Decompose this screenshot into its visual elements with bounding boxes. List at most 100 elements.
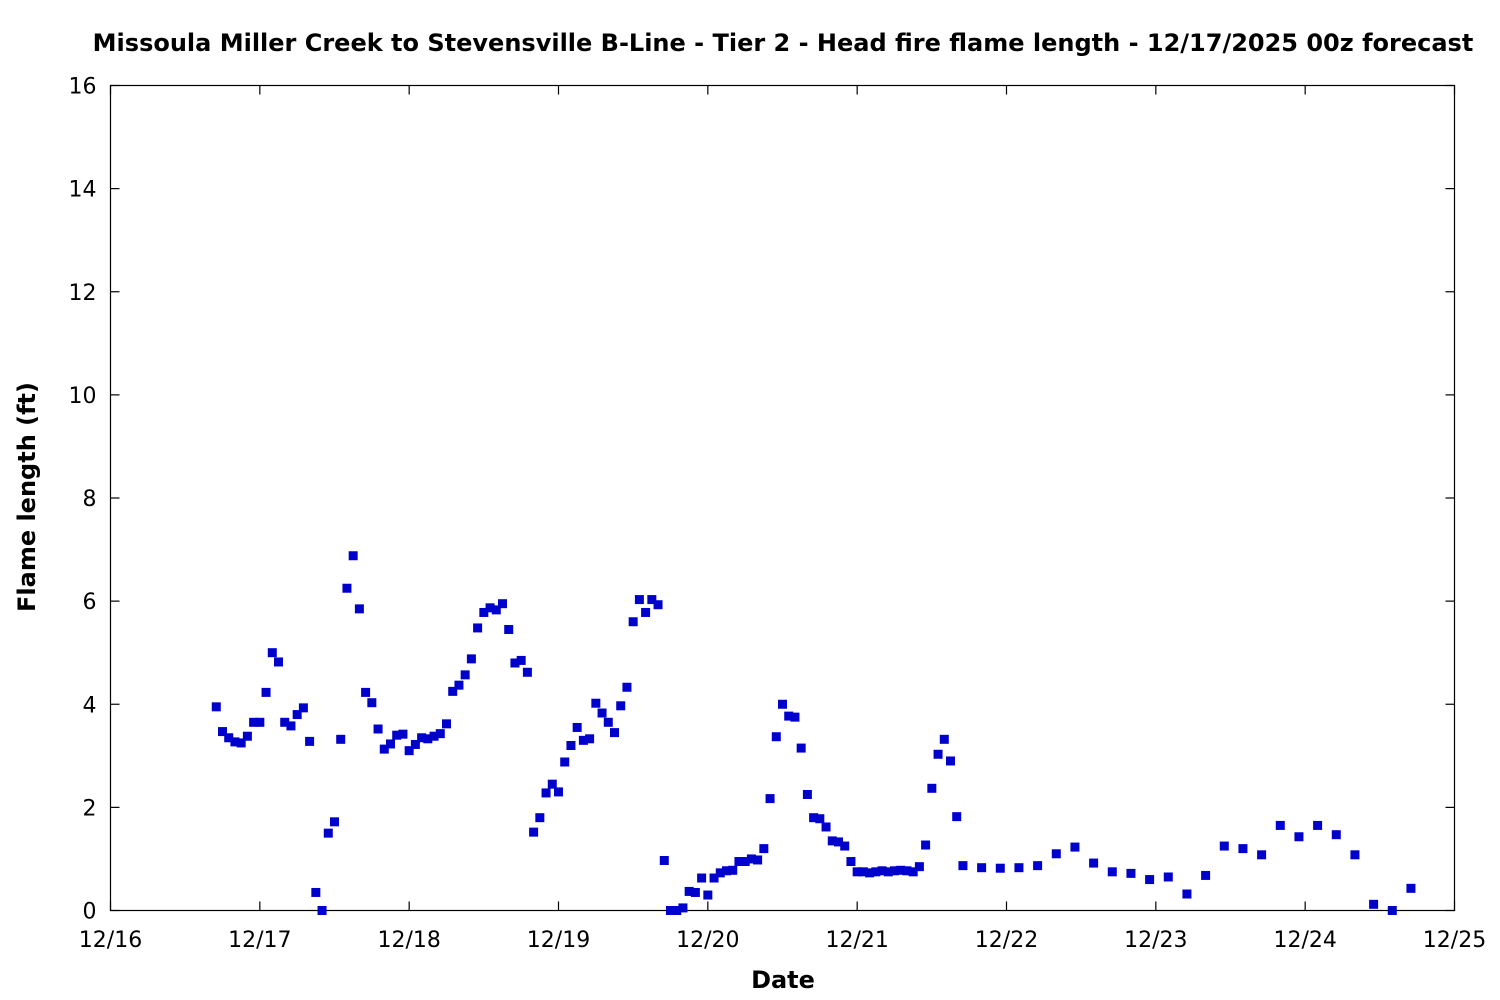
data-point [410, 739, 420, 749]
data-point [479, 607, 489, 617]
data-point [261, 687, 271, 697]
data-point [896, 865, 906, 875]
data-point [728, 865, 738, 875]
data-point [473, 623, 483, 633]
data-point [914, 862, 924, 872]
data-point [342, 583, 352, 593]
y-tick-label: 8 [83, 487, 97, 512]
data-point [1051, 849, 1061, 859]
data-point [1070, 842, 1080, 852]
x-tick-label: 12/20 [676, 928, 739, 953]
data-point [485, 603, 495, 613]
data-point [373, 724, 383, 734]
x-tick-label: 12/22 [975, 928, 1038, 953]
data-point [1182, 889, 1192, 899]
data-point [535, 813, 545, 823]
y-tick-label: 6 [83, 590, 97, 615]
data-point [1331, 830, 1341, 840]
data-point [771, 732, 781, 742]
data-point [554, 787, 563, 797]
data-point [591, 698, 601, 708]
y-tick-label: 12 [69, 281, 97, 306]
data-point [1406, 883, 1416, 893]
data-point [616, 701, 626, 711]
data-point [784, 711, 794, 721]
data-point [398, 729, 408, 739]
x-tick-label: 12/25 [1423, 928, 1486, 953]
data-point [890, 866, 899, 876]
data-point [995, 863, 1005, 873]
data-point [734, 857, 744, 867]
data-point [510, 658, 520, 668]
data-point [298, 703, 308, 713]
data-point [977, 863, 987, 873]
data-point [286, 721, 296, 731]
x-tick-label: 12/23 [1124, 928, 1187, 953]
data-point [865, 868, 875, 878]
data-point [902, 866, 912, 876]
data-point [292, 710, 302, 720]
data-point [255, 717, 265, 727]
data-point [367, 698, 377, 708]
data-point [821, 822, 831, 832]
data-point [1313, 820, 1323, 830]
data-point [653, 600, 663, 610]
data-point [678, 903, 688, 913]
data-point [852, 867, 862, 877]
data-point [1126, 868, 1136, 878]
data-point [230, 737, 240, 747]
data-point [858, 867, 868, 877]
data-point [417, 733, 427, 743]
data-point [746, 854, 756, 864]
y-tick-label: 14 [69, 178, 97, 203]
data-point [628, 617, 638, 627]
data-point [1145, 875, 1155, 885]
data-point [690, 887, 700, 897]
data-point [311, 887, 321, 897]
data-point [348, 551, 358, 561]
y-axis-label: Flame length (ft) [13, 382, 41, 612]
data-point [1275, 820, 1285, 830]
data-point [442, 719, 451, 729]
data-point [1201, 870, 1211, 880]
data-point [354, 604, 364, 614]
data-point [796, 743, 806, 753]
data-point [827, 836, 837, 846]
data-point [933, 749, 943, 759]
x-tick-label: 12/18 [377, 928, 440, 953]
data-point [834, 837, 843, 847]
data-point [759, 844, 769, 854]
x-tick-label: 12/19 [527, 928, 590, 953]
data-point [566, 741, 576, 750]
data-point [224, 733, 234, 743]
data-point [877, 866, 887, 876]
data-point [697, 873, 707, 883]
data-point [529, 827, 539, 837]
data-point [280, 717, 290, 727]
data-point [958, 861, 968, 871]
data-point [846, 857, 856, 867]
data-point [541, 788, 551, 798]
data-point [379, 744, 389, 754]
data-point [815, 814, 825, 824]
data-point [778, 699, 787, 709]
y-tick-label: 16 [69, 75, 97, 100]
data-point [1369, 899, 1379, 909]
data-point [753, 855, 763, 865]
data-points [211, 551, 1416, 915]
x-tick-label: 12/21 [825, 928, 888, 953]
data-point [883, 867, 893, 877]
data-point [790, 712, 800, 722]
data-point [703, 890, 713, 900]
data-point [647, 595, 657, 605]
data-point [1107, 867, 1117, 877]
y-tick-label: 4 [83, 693, 97, 718]
data-point [423, 734, 433, 744]
data-point [386, 739, 395, 749]
data-point [547, 779, 557, 789]
data-point [1163, 872, 1173, 882]
data-point [802, 789, 812, 799]
data-point [491, 605, 501, 615]
data-point [429, 731, 439, 741]
